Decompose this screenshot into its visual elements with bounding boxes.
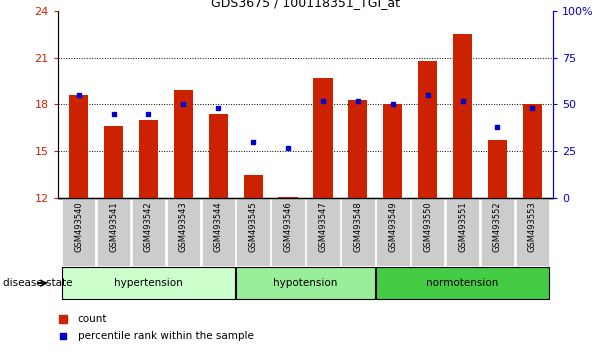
Text: hypertension: hypertension <box>114 278 183 288</box>
Bar <box>418 61 437 198</box>
Bar <box>348 100 367 198</box>
Bar <box>488 141 507 198</box>
Bar <box>376 267 549 299</box>
Bar <box>97 198 130 266</box>
Bar <box>523 104 542 198</box>
Bar <box>383 104 402 198</box>
Bar <box>306 198 340 266</box>
Bar <box>132 198 165 266</box>
Bar <box>201 198 235 266</box>
Bar <box>237 267 375 299</box>
Text: GSM493547: GSM493547 <box>319 201 328 252</box>
Text: GSM493548: GSM493548 <box>353 201 362 252</box>
Text: GSM493546: GSM493546 <box>283 201 292 252</box>
Bar <box>271 198 305 266</box>
Text: GSM493549: GSM493549 <box>389 201 397 252</box>
Bar <box>209 114 228 198</box>
Bar <box>244 175 263 198</box>
Bar <box>453 34 472 198</box>
Bar <box>446 198 479 266</box>
Text: GSM493550: GSM493550 <box>423 201 432 252</box>
Text: count: count <box>78 314 107 324</box>
Text: GSM493553: GSM493553 <box>528 201 537 252</box>
Bar <box>313 78 333 198</box>
Text: GSM493552: GSM493552 <box>493 201 502 252</box>
Text: GSM493541: GSM493541 <box>109 201 118 252</box>
Title: GDS3675 / 100118351_TGI_at: GDS3675 / 100118351_TGI_at <box>211 0 400 10</box>
Bar <box>69 95 88 198</box>
Bar <box>516 198 549 266</box>
Bar <box>174 90 193 198</box>
Bar <box>167 198 200 266</box>
Bar <box>411 198 444 266</box>
Text: GSM493544: GSM493544 <box>214 201 223 252</box>
Text: GSM493551: GSM493551 <box>458 201 467 252</box>
Text: hypotension: hypotension <box>274 278 337 288</box>
Bar <box>104 126 123 198</box>
Bar <box>62 267 235 299</box>
Bar <box>481 198 514 266</box>
Text: normotension: normotension <box>426 278 499 288</box>
Bar <box>139 120 158 198</box>
Text: GSM493542: GSM493542 <box>144 201 153 252</box>
Text: GSM493545: GSM493545 <box>249 201 258 252</box>
Bar <box>62 198 95 266</box>
Text: GSM493543: GSM493543 <box>179 201 188 252</box>
Bar <box>376 198 410 266</box>
Text: percentile rank within the sample: percentile rank within the sample <box>78 331 254 341</box>
Text: GSM493540: GSM493540 <box>74 201 83 252</box>
Bar <box>278 197 298 198</box>
Bar <box>341 198 375 266</box>
Text: disease state: disease state <box>3 278 72 288</box>
Bar <box>237 198 270 266</box>
